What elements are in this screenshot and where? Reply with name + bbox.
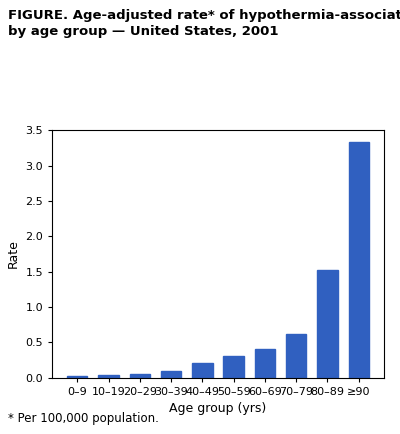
Text: * Per 100,000 population.: * Per 100,000 population. [8, 412, 159, 425]
Bar [255, 349, 275, 378]
Text: FIGURE. Age-adjusted rate* of hypothermia-associated death,
by age group — Unite: FIGURE. Age-adjusted rate* of hypothermi… [8, 9, 400, 38]
Y-axis label: Rate: Rate [7, 240, 20, 268]
Bar [286, 334, 306, 378]
Bar [130, 374, 150, 378]
Bar [317, 270, 338, 378]
Bar [67, 376, 88, 378]
Bar [98, 375, 119, 378]
Bar [161, 371, 181, 378]
Bar [348, 141, 369, 378]
X-axis label: Age group (yrs): Age group (yrs) [169, 402, 267, 415]
Bar [192, 363, 212, 378]
Bar [224, 356, 244, 378]
